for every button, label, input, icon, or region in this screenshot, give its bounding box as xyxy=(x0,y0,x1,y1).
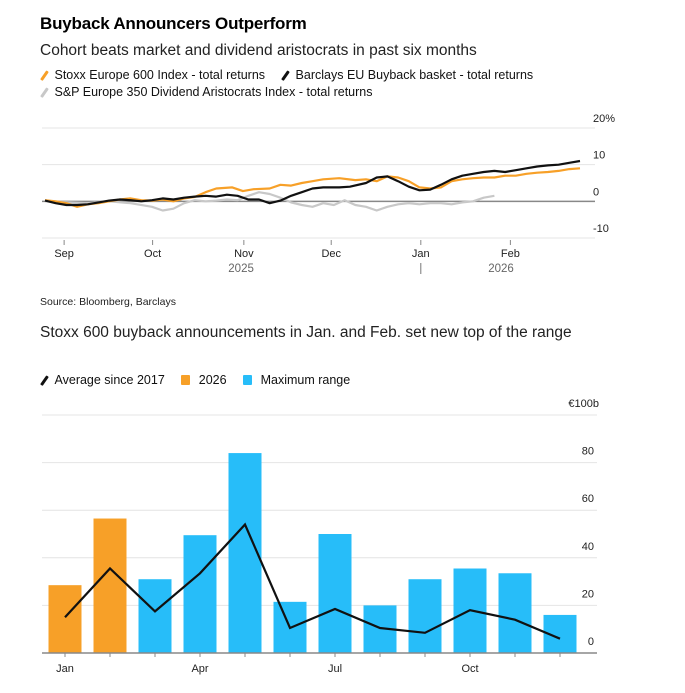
x-tick-label: Jan xyxy=(412,248,430,260)
bar-sep xyxy=(408,579,442,653)
legend-swatch-2026-icon xyxy=(180,375,190,385)
x-tick-label: Oct xyxy=(461,663,478,675)
source-note: Source: Bloomberg, Barclays xyxy=(40,296,176,308)
bar-feb xyxy=(93,518,127,653)
bar-jul xyxy=(318,534,352,653)
bar-may xyxy=(228,453,262,653)
x-tick-label: Jan xyxy=(56,663,74,675)
top-legend-row-2: S&P Europe 350 Dividend Aristocrats Inde… xyxy=(40,85,389,99)
average-line xyxy=(64,522,561,640)
legend-swatch-max-range-icon xyxy=(242,375,252,385)
year-label: 2025 xyxy=(228,263,254,275)
legend-item-stoxx: Stoxx Europe 600 Index - total returns xyxy=(40,68,265,82)
series-line-stoxx xyxy=(44,167,581,208)
y-tick-label: 20 xyxy=(582,588,594,600)
x-tick-label: Feb xyxy=(501,248,520,260)
legend-item-max-range: Maximum range xyxy=(242,373,351,387)
y-tick-label: 10 xyxy=(593,150,605,162)
bar-apr xyxy=(183,535,217,653)
bar-chart-title: Stoxx 600 buyback announcements in Jan. … xyxy=(40,324,572,341)
x-tick-label: Jul xyxy=(328,663,342,675)
bottom-legend-row: Average since 2017 2026 Maximum range xyxy=(40,373,366,387)
y-tick-label: 40 xyxy=(582,541,594,553)
x-tick-label: Sep xyxy=(54,248,74,260)
series-line-aristocrats xyxy=(44,191,495,212)
top-legend-row-1: Stoxx Europe 600 Index - total returns B… xyxy=(40,68,549,82)
legend-item-aristocrats: S&P Europe 350 Dividend Aristocrats Inde… xyxy=(40,85,373,99)
legend-label-max-range: Maximum range xyxy=(260,373,351,387)
series-line-barclays xyxy=(44,159,581,207)
y-tick-label: 0 xyxy=(593,186,599,198)
legend-label-2026: 2026 xyxy=(198,373,227,387)
x-tick-label: Apr xyxy=(191,663,208,675)
y-tick-label: 60 xyxy=(582,493,594,505)
x-tick-label: Oct xyxy=(144,248,161,260)
chart-subtitle: Cohort beats market and dividend aristoc… xyxy=(40,42,477,59)
y-tick-label: 80 xyxy=(582,446,594,458)
legend-item-2026: 2026 xyxy=(180,373,227,387)
y-tick-label: 20% xyxy=(593,113,615,125)
y-tick-label: 0 xyxy=(588,636,594,648)
bar-mar xyxy=(138,579,172,653)
legend-label-stoxx: Stoxx Europe 600 Index - total returns xyxy=(54,68,266,82)
legend-label-average: Average since 2017 xyxy=(54,373,165,387)
y-tick-label: -10 xyxy=(593,223,609,235)
y-unit-label: €100b xyxy=(568,398,599,410)
chart-title: Buyback Announcers Outperform xyxy=(40,14,307,33)
legend-item-barclays: Barclays EU Buyback basket - total retur… xyxy=(281,68,533,82)
legend-item-average: Average since 2017 xyxy=(40,373,165,387)
legend-label-barclays: Barclays EU Buyback basket - total retur… xyxy=(295,68,534,82)
year-label: 2026 xyxy=(488,263,514,275)
x-tick-label: Nov xyxy=(234,248,254,260)
legend-label-aristocrats: S&P Europe 350 Dividend Aristocrats Inde… xyxy=(54,85,373,99)
bar-jan xyxy=(48,585,82,653)
bar-nov xyxy=(498,573,532,653)
x-tick-label: Dec xyxy=(321,248,341,260)
